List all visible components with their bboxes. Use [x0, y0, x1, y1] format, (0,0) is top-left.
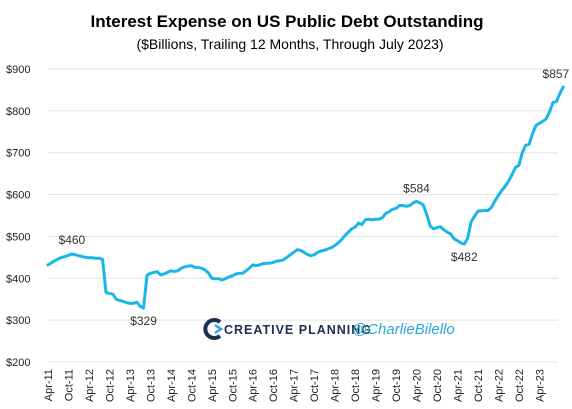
x-tick-label: Apr-16 [248, 369, 260, 402]
x-tick-label: Apr-21 [452, 369, 464, 402]
x-tick-label: Oct-21 [473, 369, 485, 402]
x-tick-label: Oct-19 [391, 369, 403, 402]
x-tick-label: Apr-15 [207, 369, 219, 402]
creative-planning-logo-icon [203, 318, 224, 340]
x-tick-label: Oct-16 [268, 369, 280, 402]
x-tick-label: Apr-22 [493, 369, 505, 402]
x-tick-label: Apr-20 [412, 369, 424, 402]
y-tick-label: $700 [6, 148, 30, 160]
y-axis-ticks: $200 $300 $400 $500 $600 $700 $800 $900 [6, 64, 30, 369]
x-tick-label: Oct-11 [63, 369, 75, 401]
data-label: $482 [451, 250, 478, 264]
series-line [46, 85, 565, 310]
y-tick-label: $200 [6, 357, 30, 369]
x-tick-label: Apr-19 [371, 369, 383, 402]
chart-subtitle: ($Billions, Trailing 12 Months, Through … [136, 36, 443, 52]
x-tick-label: Apr-12 [84, 369, 96, 402]
x-tick-label: Apr-13 [125, 369, 137, 402]
x-tick-label: Oct-12 [104, 369, 116, 402]
gridlines [48, 68, 558, 363]
y-tick-label: $500 [6, 231, 30, 243]
x-tick-label: Apr-18 [330, 369, 342, 402]
x-tick-label: Oct-15 [227, 369, 239, 402]
x-tick-label: Oct-18 [350, 369, 362, 402]
series-layer [46, 85, 565, 310]
y-tick-label: $400 [6, 273, 30, 285]
x-tick-label: Apr-17 [289, 369, 301, 402]
x-tick-label: Oct-20 [432, 369, 444, 402]
y-tick-label: $800 [6, 106, 30, 118]
y-tick-label: $600 [6, 190, 30, 202]
x-tick-label: Oct-13 [145, 369, 157, 402]
data-label: $857 [543, 67, 570, 81]
x-axis-ticks: Apr-11 Oct-11 Apr-12 Oct-12 Apr-13 Oct-13 Apr-… [43, 369, 546, 402]
branding: CREATIVE PLANNING @CharlieBilello [203, 318, 455, 340]
data-label: $460 [59, 233, 86, 247]
x-tick-label: Apr-14 [166, 369, 178, 402]
x-tick-label: Oct-14 [186, 369, 198, 402]
data-label: $584 [403, 181, 430, 195]
x-tick-label: Oct-22 [514, 369, 526, 402]
annotations: $460 $329 $584 $482 $857 [59, 67, 570, 328]
brand-name: CREATIVE PLANNING [224, 323, 372, 337]
x-tick-label: Oct-17 [309, 369, 321, 402]
x-tick-label: Apr-11 [43, 369, 55, 401]
data-label: $329 [130, 314, 157, 328]
chart-title: Interest Expense on US Public Debt Outst… [91, 12, 484, 31]
y-tick-label: $300 [6, 315, 30, 327]
author-handle: @CharlieBilello [352, 321, 455, 338]
x-tick-label: Apr-23 [534, 369, 546, 402]
y-tick-label: $900 [6, 64, 30, 76]
